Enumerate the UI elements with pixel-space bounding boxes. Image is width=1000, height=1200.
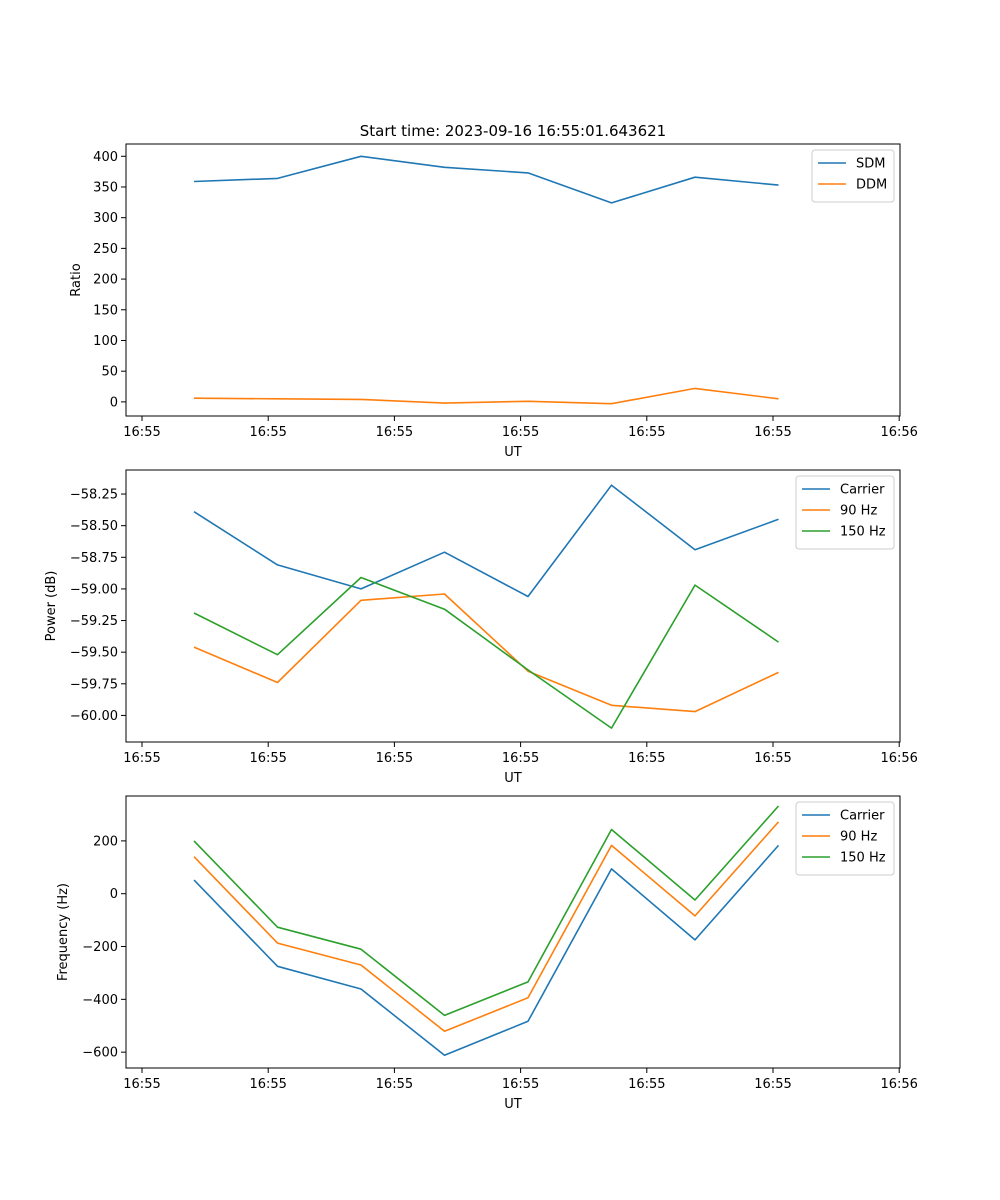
series-line-ddm [193, 387, 779, 405]
y-tick-label: −60.00 [70, 709, 118, 724]
y-tick-label: −59.25 [70, 614, 118, 629]
y-tick-label: 150 [93, 303, 118, 318]
legend-label: DDM [856, 178, 887, 193]
series-line-90-hz [193, 821, 780, 1033]
legend-label: 150 Hz [840, 851, 886, 866]
panel-2: 16:55 16:55 16:55 16:55 16:55 16:55 16:56 −60.0… [44, 469, 918, 786]
legend-label: SDM [856, 157, 885, 172]
y-tick-label: 200 [93, 273, 118, 288]
x-tick-label: 16:55 [628, 1077, 665, 1092]
x-tick-label: 16:55 [249, 751, 286, 766]
x-tick-label: 16:56 [880, 751, 917, 766]
y-tick-label: −58.25 [70, 488, 118, 503]
y-tick-label: 350 [93, 180, 118, 195]
y-tick-label: −59.00 [70, 582, 118, 597]
panel-1: 16:55 16:55 16:55 16:55 16:55 16:55 16:56 0 50 10… [69, 143, 918, 460]
legend: Carrier 90 Hz 150 Hz [795, 801, 895, 876]
x-tick-label: 16:55 [123, 1077, 160, 1092]
x-axis-label: UT [504, 771, 522, 786]
legend-label: 150 Hz [840, 525, 886, 540]
chart-title: Start time: 2023-09-16 16:55:01.643621 [360, 122, 666, 140]
x-tick-label: 16:55 [123, 425, 160, 440]
y-tick-label: 50 [101, 365, 118, 380]
series-line-90-hz [193, 593, 779, 713]
x-tick-label: 16:55 [249, 425, 286, 440]
x-axis-label: UT [504, 445, 522, 460]
x-tick-label: 16:55 [376, 425, 413, 440]
y-tick-label: 250 [93, 242, 118, 257]
x-tick-label: 16:55 [249, 1077, 286, 1092]
x-tick-label: 16:55 [376, 751, 413, 766]
x-tick-label: 16:55 [502, 425, 539, 440]
y-axis-label: Ratio [69, 263, 84, 296]
y-tick-label: −600 [82, 1046, 118, 1061]
legend-label: 90 Hz [840, 830, 877, 845]
legend: SDM DDM [811, 149, 895, 203]
legend-label: 90 Hz [840, 504, 877, 519]
panels: 16:55 16:55 16:55 16:55 16:55 16:55 16:56 0 50 10… [44, 143, 918, 1112]
x-tick-label: 16:55 [754, 425, 791, 440]
x-tick-label: 16:56 [880, 425, 917, 440]
axes-frame [125, 469, 901, 743]
y-tick-label: 0 [110, 887, 118, 902]
axes-frame [125, 795, 901, 1069]
series-line-sdm [193, 155, 779, 204]
y-tick-label: −58.75 [70, 551, 118, 566]
series-line-carrier [193, 844, 780, 1057]
y-tick-label: −58.50 [70, 519, 118, 534]
legend-label: Carrier [840, 483, 885, 498]
legend-label: Carrier [840, 809, 885, 824]
series-line-150-hz [193, 805, 780, 1017]
x-tick-label: 16:55 [628, 751, 665, 766]
x-tick-label: 16:55 [754, 1077, 791, 1092]
panel-3: 16:55 16:55 16:55 16:55 16:55 16:55 16:56 −600 −… [56, 795, 918, 1112]
x-tick-label: 16:55 [754, 751, 791, 766]
series-line-150-hz [193, 576, 779, 729]
y-tick-label: −59.75 [70, 677, 118, 692]
x-tick-label: 16:55 [502, 751, 539, 766]
x-axis-label: UT [504, 1097, 522, 1112]
axes-frame [125, 143, 901, 417]
series-line-carrier [193, 484, 779, 598]
y-tick-label: −59.50 [70, 646, 118, 661]
y-axis-label: Frequency (Hz) [56, 883, 71, 981]
legend: Carrier 90 Hz 150 Hz [795, 475, 895, 550]
y-axis-label: Power (dB) [44, 571, 59, 642]
y-tick-label: 200 [93, 834, 118, 849]
x-tick-label: 16:55 [628, 425, 665, 440]
x-tick-label: 16:56 [880, 1077, 917, 1092]
y-tick-label: 100 [93, 334, 118, 349]
y-tick-label: 0 [110, 395, 118, 410]
y-tick-label: −200 [82, 940, 118, 955]
x-tick-label: 16:55 [123, 751, 160, 766]
y-tick-label: −400 [82, 993, 118, 1008]
y-tick-label: 300 [93, 211, 118, 226]
y-tick-label: 400 [93, 150, 118, 165]
x-tick-label: 16:55 [376, 1077, 413, 1092]
x-tick-label: 16:55 [502, 1077, 539, 1092]
